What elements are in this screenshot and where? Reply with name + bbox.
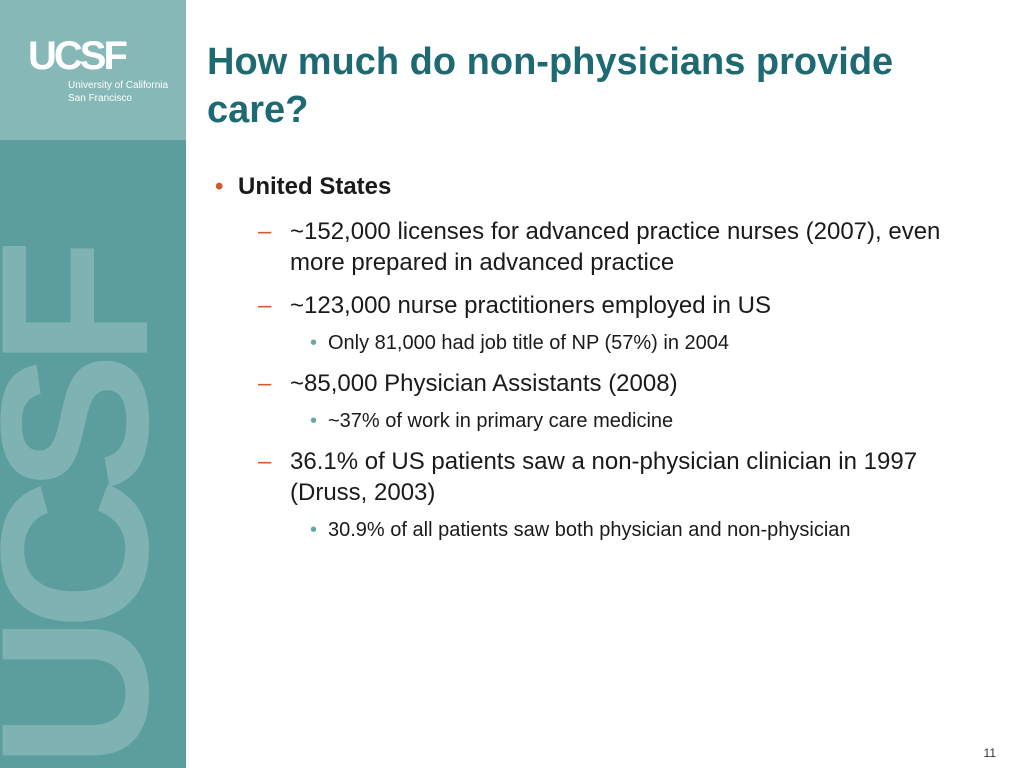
bullet-marker: •: [215, 173, 224, 200]
bullet-item: – ~85,000 Physician Assistants (2008): [207, 368, 987, 399]
bullet-item: – ~152,000 licenses for advanced practice…: [207, 216, 987, 278]
bullet-marker: –: [258, 370, 272, 397]
logo-mark: UCSF: [28, 34, 128, 78]
bullet-marker: •: [310, 519, 318, 541]
bullet-item: • United States: [207, 170, 987, 204]
bullet-item: • Only 81,000 had job title of NP (57%) i…: [207, 330, 987, 356]
bullet-item: –36.1% of US patients saw a non-physicia…: [207, 446, 987, 508]
bullet-item: • 30.9% of all patients saw both physicia…: [207, 517, 987, 543]
sidebar-top: [0, 0, 186, 140]
slide-title: How much do non-physicians provide care?: [207, 41, 894, 131]
bullet-list: • United States – ~152,000 licenses for adv…: [207, 170, 987, 543]
bullet-marker: –: [258, 218, 272, 245]
bullet-marker: –: [258, 448, 272, 475]
bullet-marker: –: [258, 292, 272, 319]
bullet-text: Only 81,000 had job title of NP (57%) in…: [328, 332, 729, 354]
bullet-text: ~152,000 licenses for advanced practice …: [290, 218, 941, 276]
bullet-item: • ~37% of work in primary care medicine: [207, 408, 987, 434]
bullet-item: – ~123,000 nurse practitioners employed i…: [207, 290, 987, 321]
bullet-text: United States: [238, 173, 392, 200]
logo-line: University of California: [68, 80, 169, 91]
bullet-text: 30.9% of all patients saw both physician…: [328, 519, 851, 541]
sidebar: UCSF University of California San Franci…: [0, 0, 186, 768]
logo-line: San Francisco: [68, 93, 132, 104]
bullet-text: 36.1% of US patients saw a non-physician…: [290, 448, 918, 506]
bullet-marker: •: [310, 410, 318, 432]
bullet-marker: •: [310, 332, 318, 354]
bullet-text: ~85,000 Physician Assistants (2008): [290, 370, 678, 397]
watermark: UCSF: [0, 252, 186, 768]
bullet-text: ~37% of work in primary care medicine: [328, 410, 674, 432]
bullet-text: ~123,000 nurse practitioners employed in…: [290, 292, 771, 319]
page-number: 11: [983, 746, 996, 760]
